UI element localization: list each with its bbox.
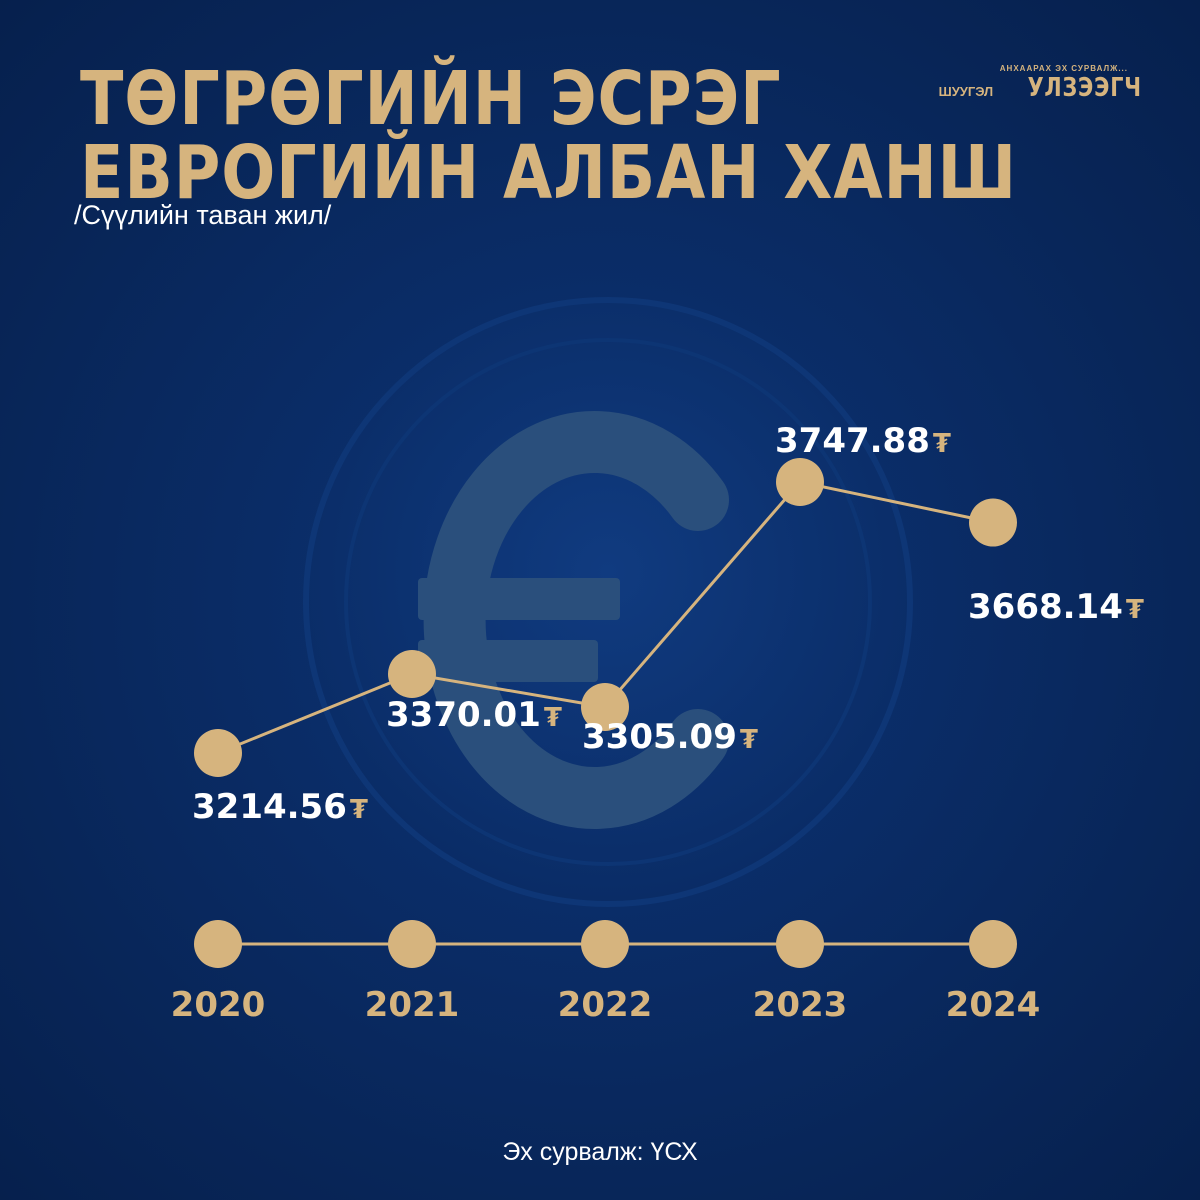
euro-coin-icon bbox=[218, 212, 998, 992]
x-tick-label: 2020 bbox=[171, 985, 266, 1025]
data-label-value: 3305.09 bbox=[582, 717, 737, 757]
data-point bbox=[388, 650, 436, 699]
source-note: Эх сурвалж: ҮСХ bbox=[502, 1138, 698, 1166]
data-point bbox=[969, 498, 1017, 547]
data-label: 3370.01 ₮ bbox=[386, 695, 562, 735]
data-label: 3305.09 ₮ bbox=[582, 717, 758, 757]
subtitle: /Сүүлийн таван жил/ bbox=[74, 200, 332, 230]
data-label-value: 3370.01 bbox=[386, 695, 541, 735]
timeline-dot bbox=[194, 920, 242, 968]
timeline-dot bbox=[388, 920, 436, 968]
data-point bbox=[776, 458, 824, 506]
x-tick-label: 2021 bbox=[365, 985, 460, 1025]
timeline-axis: 2020 2021 2022 2023 2024 bbox=[171, 920, 1041, 1025]
title-line-2: ЕВРОГИЙН АЛБАН ХАНШ bbox=[80, 130, 1018, 216]
rate-series: 3214.56 ₮3370.01 ₮ 3305.09 ₮3747.88 ₮3668.14 ₮ bbox=[192, 421, 1144, 827]
currency-symbol: ₮ bbox=[544, 703, 562, 733]
timeline-dot bbox=[776, 920, 824, 968]
data-label-value: 3214.56 bbox=[192, 787, 347, 827]
x-tick-label: 2024 bbox=[946, 985, 1041, 1025]
data-point bbox=[194, 729, 242, 777]
timeline-dot bbox=[581, 920, 629, 968]
data-label-value: 3747.88 bbox=[775, 421, 930, 461]
currency-symbol: ₮ bbox=[350, 795, 368, 825]
currency-symbol: ₮ bbox=[1126, 595, 1144, 625]
logo-prefix: ШУУГЭЛ bbox=[938, 84, 994, 99]
x-tick-label: 2022 bbox=[558, 985, 653, 1025]
currency-symbol: ₮ bbox=[933, 429, 951, 459]
data-label: 3747.88 ₮ bbox=[775, 421, 951, 461]
logo-tagline: АНХААРАХ ЭХ СУРВАЛЖ... bbox=[999, 64, 1128, 73]
logo-name: УЛЗЭЭГЧ bbox=[1027, 73, 1142, 103]
data-label: 3214.56 ₮ bbox=[192, 787, 368, 827]
data-label: 3668.14 ₮ bbox=[968, 587, 1144, 627]
data-point bbox=[581, 682, 629, 731]
x-tick-label: 2023 bbox=[753, 985, 848, 1025]
timeline-dot bbox=[969, 920, 1017, 968]
brand-logo: АНХААРАХ ЭХ СУРВАЛЖ... ШУУГЭЛ УЛЗЭЭГЧ bbox=[939, 64, 1142, 103]
currency-symbol: ₮ bbox=[740, 725, 758, 755]
page-title: ТӨГРӨГИЙН ЭСРЭГ ЕВРОГИЙН АЛБАН ХАНШ bbox=[80, 62, 1017, 210]
data-label-value: 3668.14 bbox=[968, 587, 1123, 627]
title-line-1: ТӨГРӨГИЙН ЭСРЭГ bbox=[80, 56, 782, 142]
